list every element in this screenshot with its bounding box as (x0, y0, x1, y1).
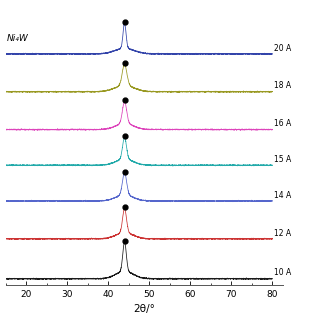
Text: 15 A: 15 A (274, 155, 291, 164)
Text: 14 A: 14 A (274, 191, 291, 200)
X-axis label: 2θ/°: 2θ/° (133, 304, 155, 315)
Text: 10 A: 10 A (274, 268, 291, 277)
Text: Ni₄W: Ni₄W (7, 34, 28, 43)
Text: 12 A: 12 A (274, 228, 291, 237)
Text: 20 A: 20 A (274, 44, 291, 52)
Text: 18 A: 18 A (274, 82, 291, 91)
Text: 16 A: 16 A (274, 119, 291, 128)
